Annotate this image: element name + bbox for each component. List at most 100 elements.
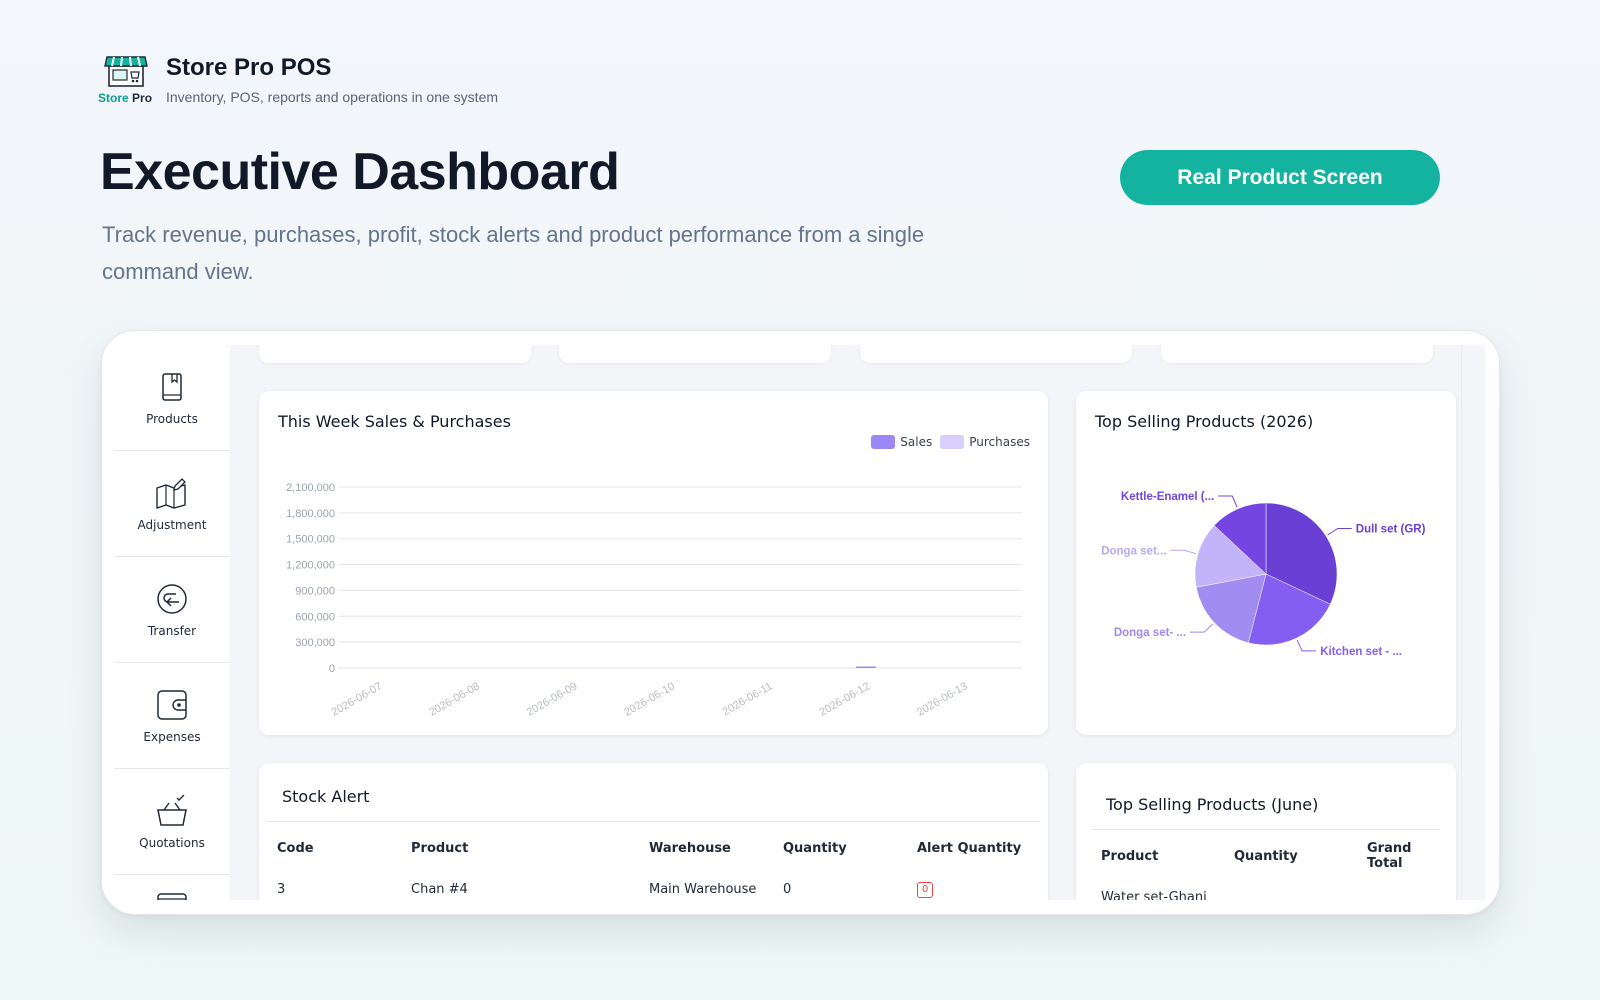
pie-leader-line [1296, 639, 1317, 652]
y-tick-label: 300,000 [295, 637, 335, 649]
scrollbar[interactable] [1461, 345, 1473, 900]
top-selling-june-table: Product Quantity Grand Total Water set-G… [1101, 835, 1441, 900]
pie-slice [1194, 525, 1267, 588]
cell-product: Water set-Ghani [1101, 889, 1207, 901]
wallet-icon [157, 689, 187, 720]
card-icon [157, 893, 187, 900]
pie-label: Donga set- ... [1114, 627, 1186, 639]
x-tick-label: 2026-06-12 [817, 680, 872, 719]
top-products-pie: Dull set (GR) Kitchen set - ... Donga set-… [1101, 491, 1426, 658]
sidebar: Products Adjustment Transfer [114, 345, 230, 900]
basket-check-icon [157, 794, 187, 826]
column-header-alert-quantity[interactable]: Alert Quantity [917, 840, 1022, 856]
sidebar-item-adjustment[interactable]: Adjustment [114, 451, 230, 557]
stock-alert-card: Stock Alert Code Product Warehouse Quant… [259, 763, 1048, 900]
top-products-pie-card: Top Selling Products (2026) Dull set (GR… [1076, 391, 1456, 735]
sidebar-item-expenses[interactable]: Expenses [114, 663, 230, 769]
pie-label: Dull set (GR) [1356, 523, 1426, 535]
sidebar-item-label: Products [146, 411, 198, 426]
y-tick-label: 1,800,000 [286, 508, 335, 520]
sidebar-item-products[interactable]: Products [114, 345, 230, 451]
x-tick-label: 2026-06-10 [622, 680, 677, 719]
legend-item-sales[interactable]: Sales [871, 435, 932, 449]
pie-chart-title: Top Selling Products (2026) [1095, 412, 1314, 431]
logo-text-store: Store [98, 91, 129, 105]
cell-warehouse: Main Warehouse [649, 881, 757, 897]
cell-quantity [1234, 877, 1367, 900]
y-tick-label: 0 [329, 663, 335, 675]
pie-leader-line [1218, 495, 1238, 508]
stat-card[interactable] [559, 345, 831, 363]
y-tick-label: 600,000 [295, 611, 335, 623]
stat-card[interactable] [1161, 345, 1433, 363]
pie-slice [1213, 502, 1267, 575]
app-preview-frame: Products Adjustment Transfer [101, 330, 1500, 915]
pie-slice [1195, 573, 1267, 644]
cell-grand-total [1367, 877, 1441, 900]
pie-leader-line [1170, 549, 1197, 555]
sidebar-item-transfer[interactable]: Transfer [114, 557, 230, 663]
column-header-quantity[interactable]: Quantity [783, 840, 847, 856]
pie-label: Kitchen set - ... [1320, 646, 1402, 658]
column-header-quantity[interactable]: Quantity [1234, 848, 1298, 864]
sales-purchases-chart: 0 300,000 600,000 900,000 1,200,000 1,500,000… [286, 482, 1022, 719]
cell-code: 3 [277, 881, 286, 897]
chart-legend: Sales Purchases [863, 435, 1030, 449]
stock-alert-title: Stock Alert [282, 787, 370, 806]
top-selling-june-title: Top Selling Products (June) [1106, 795, 1319, 814]
page-title: Executive Dashboard [100, 143, 620, 201]
stat-card[interactable] [860, 345, 1132, 363]
top-selling-june-card: Top Selling Products (June) Product Quan… [1076, 763, 1456, 900]
book-icon [162, 372, 182, 401]
brand-tagline: Inventory, POS, reports and operations i… [166, 89, 499, 105]
sidebar-item-label: Transfer [147, 623, 197, 638]
column-header-product[interactable]: Product [1101, 848, 1159, 864]
weekly-chart-card: This Week Sales & Purchases Sales Purcha… [259, 391, 1048, 735]
column-header-code[interactable]: Code [277, 840, 314, 856]
transfer-icon [157, 583, 187, 614]
y-tick-label: 2,100,000 [286, 482, 335, 494]
x-tick-label: 2026-06-08 [427, 680, 482, 719]
table-header-row: Product Quantity Grand Total [1101, 835, 1441, 877]
x-tick-label: 2026-06-13 [915, 680, 970, 719]
stat-card[interactable] [259, 345, 531, 363]
page-subtitle: Track revenue, purchases, profit, stock … [102, 222, 925, 284]
table-row[interactable]: 3 Chan #4 Main Warehouse 0 0 [277, 869, 1037, 900]
table-row[interactable]: Water set-Ghani [1101, 877, 1441, 901]
brand-header: Store Pro Store Pro POS Inventory, POS, … [98, 53, 498, 105]
bar-sales [856, 666, 876, 668]
x-tick-label: 2026-06-07 [330, 680, 385, 719]
map-edit-icon [156, 477, 186, 509]
sidebar-item-label: Adjustment [137, 517, 207, 532]
dashboard-content: This Week Sales & Purchases Sales Purcha… [230, 345, 1473, 900]
y-tick-label: 900,000 [295, 585, 335, 597]
pie-label: Kettle-Enamel (... [1121, 491, 1214, 503]
y-tick-label: 1,500,000 [286, 534, 335, 546]
cell-product: Chan #4 [411, 881, 468, 897]
column-header-grand-total[interactable]: Grand Total [1367, 841, 1412, 871]
app-preview: Products Adjustment Transfer [114, 345, 1485, 900]
x-tick-label: 2026-06-09 [525, 680, 580, 719]
storefront-icon [104, 56, 148, 87]
pie-label: Donga set... [1101, 545, 1166, 557]
weekly-chart-title: This Week Sales & Purchases [278, 412, 511, 431]
brand-name: Store Pro POS [166, 54, 332, 81]
table-header-row: Code Product Warehouse Quantity Alert Qu… [277, 827, 1037, 869]
pie-leader-line [1327, 527, 1352, 536]
y-tick-label: 1,200,000 [286, 560, 335, 572]
legend-item-purchases[interactable]: Purchases [940, 435, 1030, 449]
pie-slice [1248, 573, 1331, 646]
stock-alert-table: Code Product Warehouse Quantity Alert Qu… [277, 827, 1037, 900]
real-product-screen-button[interactable]: Real Product Screen [1120, 150, 1440, 205]
pie-slice [1265, 502, 1338, 605]
logo-text-pro: Pro [132, 91, 153, 105]
sidebar-item-quotations[interactable]: Quotations [114, 769, 230, 875]
sidebar-item-partial[interactable] [114, 875, 230, 900]
x-tick-label: 2026-06-11 [721, 680, 775, 718]
column-header-product[interactable]: Product [411, 840, 469, 856]
store-logo: Store Pro [98, 53, 156, 105]
sidebar-item-label: Quotations [139, 835, 205, 850]
alert-quantity-badge: 0 [917, 881, 934, 898]
pie-leader-line [1190, 623, 1214, 633]
column-header-warehouse[interactable]: Warehouse [649, 840, 731, 856]
